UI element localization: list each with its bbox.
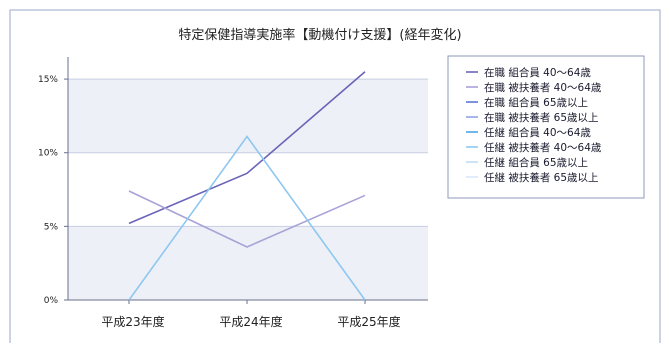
x-tick-label: 平成25年度	[337, 314, 400, 329]
x-tick-label: 平成23年度	[101, 314, 164, 329]
axes	[67, 57, 428, 301]
plot-bands	[68, 57, 428, 300]
series-line	[128, 71, 366, 225]
legend-entry: 任継 組合員 40～64歳	[484, 126, 591, 139]
legend-box	[447, 55, 645, 199]
y-tick-labels: 0% 5% 10% 15%	[38, 75, 68, 306]
legend-entry: 在職 被扶養者 40～64歳	[484, 81, 602, 94]
legend-entry: 任継 被扶養者 40～64歳	[484, 141, 602, 154]
legend-entry: 在職 組合員 40～64歳	[484, 66, 591, 79]
y-tick-label: 0%	[44, 296, 59, 306]
x-tick-label: 平成24年度	[219, 314, 282, 329]
gridlines	[68, 78, 428, 227]
plot-band	[68, 57, 428, 80]
chart-title: 特定保健指導実施率【動機付け支援】(経年変化)	[178, 27, 461, 43]
legend-entry: 任継 被扶養者 65歳以上	[484, 171, 599, 184]
plot-band	[68, 79, 428, 153]
legend-entry: 任継 組合員 65歳以上	[484, 156, 588, 169]
x-tick-labels: 平成23年度 平成24年度 平成25年度	[101, 300, 401, 329]
series-line	[128, 135, 366, 301]
y-tick-label: 15%	[38, 75, 58, 85]
legend-entry: 在職 組合員 65歳以上	[484, 96, 588, 109]
series-line	[128, 190, 366, 248]
plot-band	[68, 226, 428, 300]
plot-band	[68, 152, 428, 227]
y-tick-label: 5%	[44, 222, 59, 232]
y-tick-label: 10%	[38, 149, 58, 159]
series-lines	[128, 71, 366, 301]
legend-entry: 在職 被扶養者 65歳以上	[484, 111, 599, 124]
